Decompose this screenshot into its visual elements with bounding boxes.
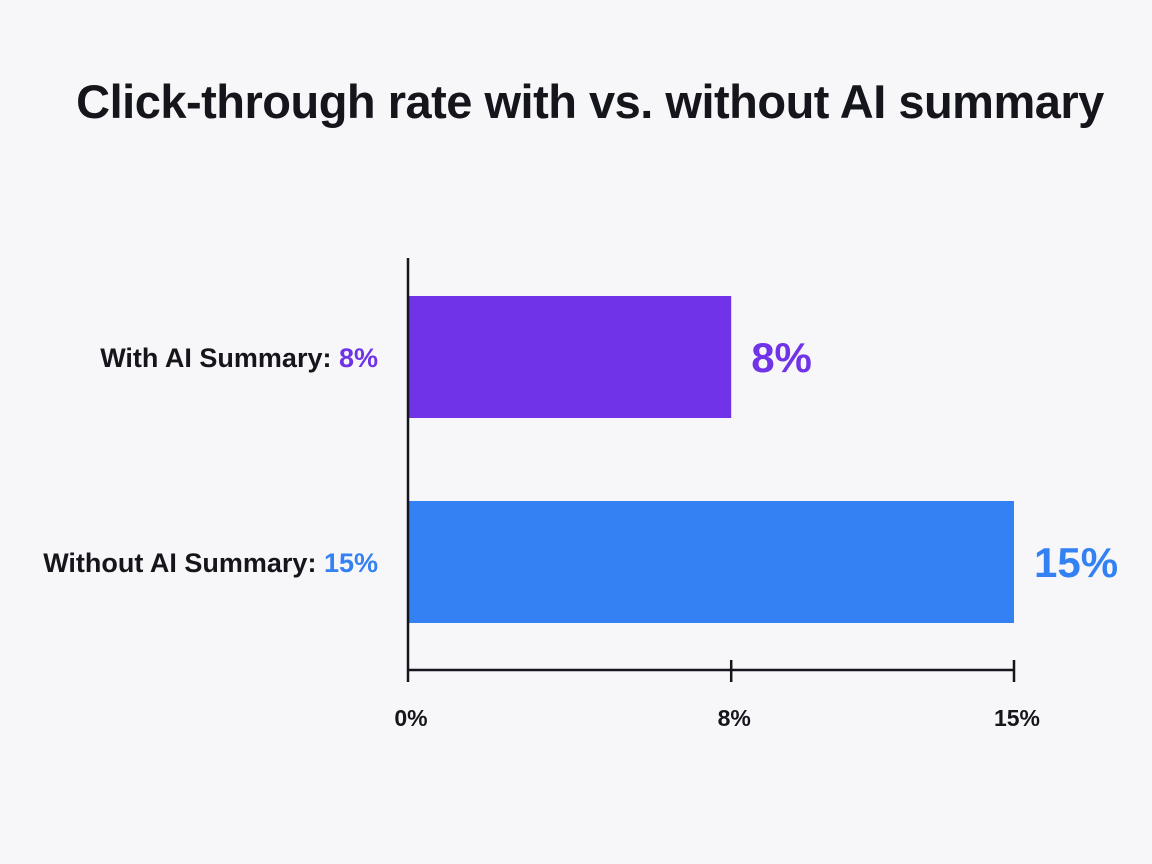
bar-2 — [408, 501, 1014, 623]
chart-title: Click-through rate with vs. without AI s… — [76, 75, 1104, 128]
bar-1 — [408, 296, 732, 418]
axes-layer: 0% 8% 15% — [394, 258, 1040, 731]
category-label-name: Without AI Summary: — [43, 548, 324, 578]
x-tick-label-1: 0% — [394, 705, 427, 731]
x-tick-label-2: 8% — [718, 705, 751, 731]
x-tick-label-3: 15% — [994, 705, 1040, 731]
category-label-value: 15% — [324, 548, 378, 578]
data-label-1: 8% — [751, 334, 812, 381]
category-label-2: Without AI Summary: 15% — [43, 548, 378, 578]
category-label-name: With AI Summary: — [100, 343, 339, 373]
category-label-value: 8% — [339, 343, 378, 373]
bars-layer: 8%With AI Summary: 8%15%Without AI Summa… — [43, 296, 1118, 623]
category-label-1: With AI Summary: 8% — [100, 343, 378, 373]
data-label-2: 15% — [1034, 539, 1118, 586]
